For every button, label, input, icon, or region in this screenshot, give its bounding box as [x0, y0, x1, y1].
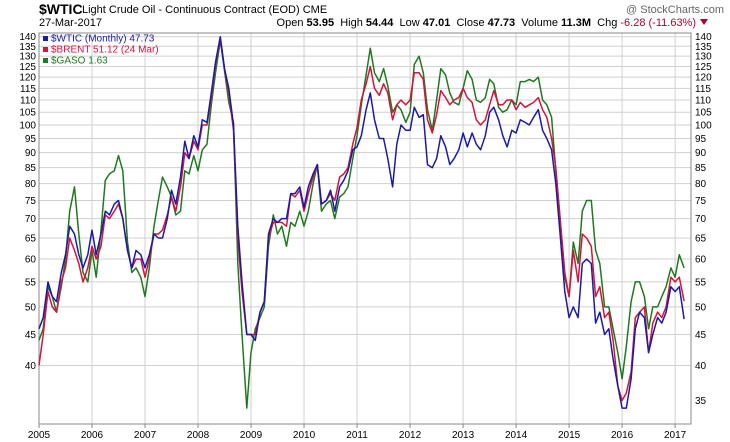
open-label: Open [276, 17, 304, 29]
y-tick-label-left: 95 [25, 134, 37, 145]
y-tick-label-right: 85 [695, 163, 707, 174]
y-tick-label-left: 70 [25, 214, 37, 225]
y-tick-label-left: 65 [25, 234, 37, 245]
y-tick-label-right: 60 [695, 255, 707, 266]
y-axis-left: 4045505560657075808590951001051101151201… [19, 32, 36, 372]
y-tick-label-left: 45 [25, 330, 37, 341]
y-tick-label-left: 125 [19, 62, 36, 73]
y-tick-label-right: 40 [695, 361, 707, 372]
x-tick-label: 2005 [28, 430, 51, 441]
close-label: Close [456, 17, 485, 29]
y-tick-label-left: 50 [25, 302, 37, 313]
high-value: 54.44 [365, 17, 394, 29]
legend-swatch-wtic [43, 36, 48, 41]
y-tick-label-right: 100 [695, 121, 712, 132]
x-tick-label: 2008 [187, 430, 210, 441]
x-tick-label: 2012 [399, 430, 422, 441]
description-text: Light Crude Oil - Continuous Contract (E… [82, 4, 300, 16]
x-tick-label: 2013 [452, 430, 475, 441]
y-tick-label-left: 40 [25, 361, 37, 372]
series-line-wtic [38, 35, 685, 409]
y-tick-label-left: 130 [19, 52, 36, 63]
y-tick-label-left: 135 [19, 42, 36, 53]
y-tick-label-right: 55 [695, 277, 707, 288]
volume-value: 11.3M [561, 17, 592, 29]
x-tick-label: 2017 [664, 430, 687, 441]
down-triangle-icon [700, 19, 708, 25]
chart-legend: $WTIC (Monthly) 47.73$BRENT 51.12 (24 Ma… [43, 34, 159, 67]
chg-value: -6.28 (-11.63%) [620, 17, 696, 29]
x-tick-label: 2007 [134, 430, 157, 441]
y-tick-label-left: 140 [19, 32, 36, 43]
y-tick-label-right: 140 [695, 32, 712, 43]
y-tick-label-left: 85 [25, 163, 37, 174]
close-value: 47.73 [487, 17, 516, 29]
stockcharts-brand[interactable]: @ StockCharts.com [626, 4, 724, 16]
y-tick-label-left: 75 [25, 196, 37, 207]
series-line-gaso [38, 39, 685, 409]
high-label: High [340, 17, 363, 29]
y-tick-label-left: 120 [19, 73, 36, 84]
legend-label-wtic: $WTIC (Monthly) 47.73 [51, 34, 155, 45]
y-tick-label-right: 125 [695, 62, 712, 73]
x-tick-label: 2010 [293, 430, 316, 441]
volume-label: Volume [521, 17, 558, 29]
legend-label-brent: $BRENT 51.12 (24 Mar) [51, 45, 159, 56]
y-tick-label-right: 105 [695, 108, 712, 119]
y-tick-label-left: 100 [19, 121, 36, 132]
y-tick-label-left: 80 [25, 179, 37, 190]
x-tick-label: 2009 [240, 430, 263, 441]
y-tick-label-right: 110 [695, 96, 711, 107]
y-tick-label-right: 135 [695, 42, 712, 53]
low-label: Low [399, 17, 420, 29]
low-value: 47.01 [422, 17, 451, 29]
y-axis-right: 3540455055606570758085909510010511011512… [695, 32, 712, 407]
y-tick-label-left: 90 [25, 148, 37, 159]
symbol-title: $WTIC [39, 1, 83, 17]
series-lines [38, 35, 685, 409]
y-tick-label-left: 55 [25, 277, 37, 288]
y-tick-label-right: 65 [695, 234, 707, 245]
y-tick-label-left: 115 [20, 84, 36, 95]
legend-swatch-gaso [43, 58, 48, 63]
y-tick-label-left: 110 [20, 96, 36, 107]
chg-label: Chg [597, 17, 618, 29]
plot-frame [38, 32, 692, 425]
y-tick-label-left: 60 [25, 255, 37, 266]
y-tick-label-right: 130 [695, 52, 712, 63]
legend-swatch-brent [43, 47, 48, 52]
series-line-brent [38, 37, 685, 402]
y-tick-label-right: 115 [695, 84, 711, 95]
x-tick-label: 2006 [81, 430, 104, 441]
legend-label-gaso: $GASO 1.63 [51, 56, 108, 67]
x-tick-label: 2016 [611, 430, 634, 441]
chart-date: 27-Mar-2017 [39, 17, 102, 29]
y-tick-label-right: 95 [695, 134, 707, 145]
y-tick-label-right: 70 [695, 214, 707, 225]
exchange-text: CME [302, 4, 328, 16]
ohlc-summary: Open 53.95 High 54.44 Low 47.01 Close 47… [277, 17, 696, 29]
chart-description: Light Crude Oil - Continuous Contract (E… [82, 4, 327, 16]
y-tick-label-right: 80 [695, 179, 707, 190]
y-tick-label-right: 90 [695, 148, 707, 159]
y-tick-label-right: 50 [695, 302, 707, 313]
x-tick-label: 2011 [346, 430, 368, 441]
open-value: 53.95 [306, 17, 335, 29]
y-tick-label-left: 105 [19, 108, 36, 119]
x-tick-label: 2014 [505, 430, 528, 441]
y-tick-label-right: 120 [695, 73, 712, 84]
y-tick-label-right: 75 [695, 196, 707, 207]
y-tick-label-right: 35 [695, 396, 707, 407]
y-tick-label-right: 45 [695, 330, 707, 341]
x-axis: 2005 2006 2007 2008 2009 2010 2011 2012 2013 2014… [28, 424, 687, 441]
x-tick-label: 2015 [558, 430, 581, 441]
